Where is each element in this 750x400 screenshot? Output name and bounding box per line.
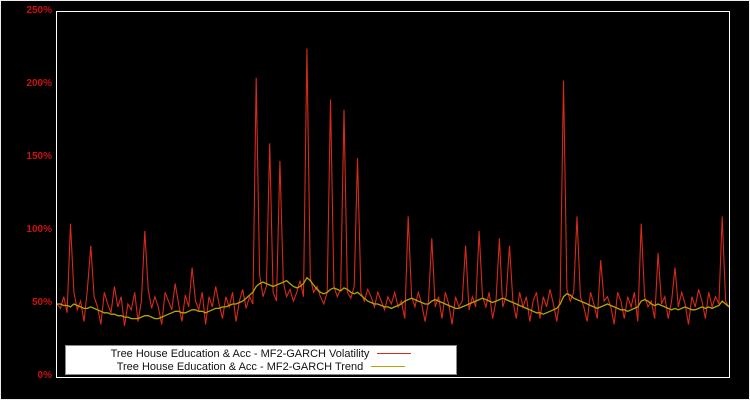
legend-label-volatility: Tree House Education & Acc - MF2-GARCH V… <box>110 347 370 360</box>
volatility-line-swatch <box>377 353 412 354</box>
legend-item-volatility: Tree House Education & Acc - MF2-GARCH V… <box>66 347 456 360</box>
plot-svg <box>57 48 729 326</box>
y-tick-label-0: 0% <box>37 370 52 381</box>
y-tick-label-50: 50% <box>31 297 52 308</box>
trend-line <box>57 276 729 320</box>
trend-line-swatch <box>371 366 406 367</box>
legend-label-trend: Tree House Education & Acc - MF2-GARCH T… <box>116 360 364 373</box>
y-tick-label-200: 200% <box>26 78 52 89</box>
volatility-line <box>57 48 729 326</box>
y-tick-label-150: 150% <box>26 151 52 162</box>
y-tick-label-100: 100% <box>26 224 52 235</box>
legend-item-trend: Tree House Education & Acc - MF2-GARCH T… <box>66 360 456 373</box>
legend: Tree House Education & Acc - MF2-GARCH V… <box>65 345 457 375</box>
plot-area <box>56 11 730 378</box>
y-tick-label-250: 250% <box>26 5 52 16</box>
